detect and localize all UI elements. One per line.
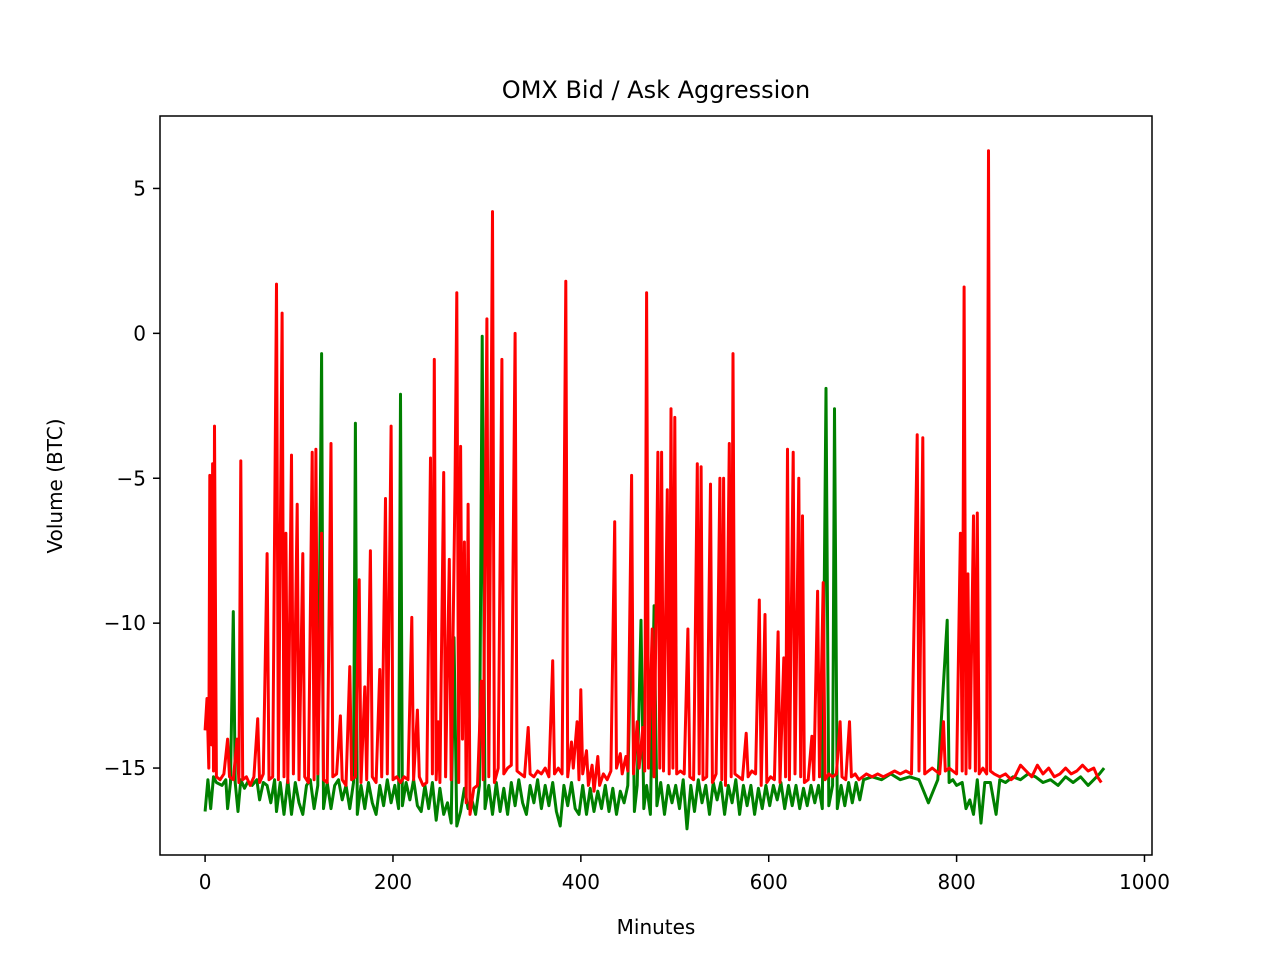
x-tick-label: 1000 — [1119, 870, 1170, 894]
x-tick-label: 0 — [199, 870, 212, 894]
series-layer — [203, 149, 1106, 831]
series-1-line — [203, 149, 1103, 816]
y-axis: 5 0 −5 −10 −15 — [104, 176, 160, 780]
y-tick-label: −10 — [104, 611, 146, 635]
plot-frame — [159, 115, 1153, 856]
y-tick-label: 0 — [133, 321, 146, 345]
x-tick-label: 800 — [938, 870, 976, 894]
y-tick-label: −5 — [117, 466, 146, 490]
x-tick-label: 400 — [562, 870, 600, 894]
y-axis-label: Volume (BTC) — [43, 418, 67, 553]
x-axis: 0 200 400 600 800 1000 — [199, 855, 1170, 894]
chart-title: OMX Bid / Ask Aggression — [502, 76, 810, 104]
series-0-line — [203, 334, 1106, 831]
x-tick-label: 200 — [374, 870, 412, 894]
y-tick-label: −15 — [104, 756, 146, 780]
y-tick-label: 5 — [133, 176, 146, 200]
x-tick-label: 600 — [750, 870, 788, 894]
x-axis-label: Minutes — [617, 915, 696, 939]
